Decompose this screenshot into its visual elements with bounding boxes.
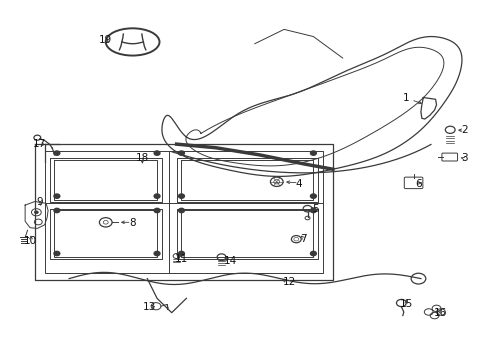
- Text: 5: 5: [313, 204, 319, 214]
- Text: 1: 1: [403, 93, 410, 103]
- Circle shape: [34, 211, 38, 214]
- Text: 2: 2: [462, 125, 468, 135]
- Circle shape: [154, 194, 160, 198]
- Text: 13: 13: [143, 302, 156, 312]
- Text: 10: 10: [24, 236, 37, 246]
- Text: 6: 6: [415, 179, 422, 189]
- Circle shape: [154, 208, 160, 213]
- Circle shape: [154, 151, 160, 155]
- Circle shape: [54, 208, 60, 213]
- Circle shape: [311, 251, 317, 256]
- Text: 12: 12: [282, 277, 295, 287]
- Circle shape: [154, 251, 160, 256]
- Circle shape: [178, 208, 184, 213]
- Text: 7: 7: [300, 234, 307, 244]
- Text: 3: 3: [462, 153, 468, 163]
- Text: 15: 15: [400, 299, 413, 309]
- Circle shape: [178, 251, 184, 256]
- Circle shape: [54, 151, 60, 155]
- Circle shape: [311, 151, 317, 155]
- Text: 9: 9: [36, 197, 43, 207]
- Text: 17: 17: [33, 139, 47, 149]
- Circle shape: [311, 194, 317, 198]
- Text: 19: 19: [99, 35, 112, 45]
- Circle shape: [54, 194, 60, 198]
- Text: 18: 18: [136, 153, 149, 163]
- Circle shape: [178, 151, 184, 155]
- Text: 16: 16: [434, 308, 447, 318]
- Circle shape: [54, 251, 60, 256]
- Text: 11: 11: [175, 254, 188, 264]
- Text: 14: 14: [224, 256, 237, 266]
- Circle shape: [311, 208, 317, 213]
- Circle shape: [178, 194, 184, 198]
- Text: 8: 8: [129, 218, 136, 228]
- Text: 4: 4: [295, 179, 302, 189]
